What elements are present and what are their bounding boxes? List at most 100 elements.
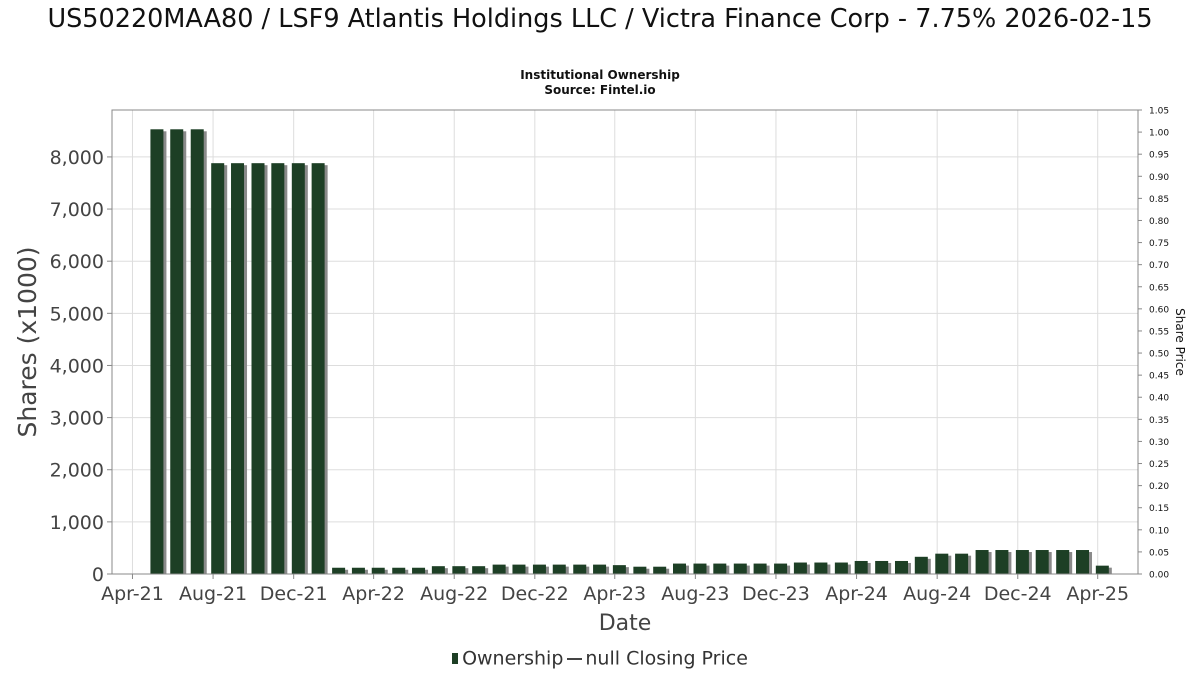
ownership-bar <box>552 564 566 574</box>
ownership-bar <box>875 560 889 574</box>
y2-tick-label: 0.05 <box>1149 548 1169 558</box>
y2-tick-label: 0.65 <box>1149 283 1169 293</box>
ownership-bar <box>251 163 265 574</box>
x-tick-label: Aug-21 <box>179 583 247 605</box>
y2-tick-label: 0.95 <box>1149 151 1169 161</box>
ownership-bar <box>573 564 587 574</box>
ownership-bar <box>492 564 506 574</box>
y-tick-label: 7,000 <box>50 199 104 221</box>
ownership-bar <box>753 563 767 574</box>
ownership-bar <box>392 567 406 574</box>
ownership-legend-swatch <box>452 653 459 664</box>
y2-tick-label: 0.35 <box>1149 416 1169 426</box>
ownership-bar <box>351 567 365 574</box>
y2-tick-label: 0.75 <box>1149 239 1169 249</box>
ownership-bar <box>995 550 1009 574</box>
ownership-bar <box>231 163 245 574</box>
chart-subtitle: Institutional Ownership Source: Fintel.i… <box>0 68 1200 98</box>
y-tick-label: 0 <box>92 564 104 586</box>
y2-tick-label: 1.05 <box>1149 107 1169 117</box>
ownership-bar <box>653 566 667 574</box>
ownership-bar <box>854 560 868 574</box>
ownership-legend-label: Ownership <box>462 647 564 670</box>
ownership-bar <box>211 163 225 574</box>
y-axis-title: Shares (x1000) <box>13 246 42 437</box>
ownership-bar <box>693 563 707 574</box>
ownership-bar <box>612 565 626 574</box>
y2-tick-label: 1.00 <box>1149 129 1169 139</box>
y2-tick-label: 0.55 <box>1149 327 1169 337</box>
y-tick-label: 4,000 <box>50 355 104 377</box>
y2-axis-title: Share Price <box>1173 308 1187 376</box>
ownership-bar <box>914 556 928 574</box>
x-tick-label: Dec-24 <box>984 583 1052 605</box>
ownership-bar <box>633 566 647 574</box>
ownership-bar <box>1076 550 1090 574</box>
subtitle-line-2: Source: Fintel.io <box>544 83 656 97</box>
ownership-bar <box>834 562 848 574</box>
x-axis: Apr-21 Aug-21 Dec-21 Apr-22 Aug-22 Dec-22 Apr-… <box>101 574 1129 605</box>
ownership-bar <box>271 163 285 574</box>
ownership-bar <box>472 566 486 574</box>
x-axis-title: Date <box>599 611 652 636</box>
y-tick-label: 2,000 <box>50 460 104 482</box>
x-tick-label: Aug-23 <box>661 583 729 605</box>
ownership-bar <box>371 567 385 574</box>
y2-tick-label: 0.80 <box>1149 217 1169 227</box>
ownership-bar <box>190 129 204 574</box>
ownership-bar <box>512 564 526 574</box>
x-tick-label: Dec-21 <box>260 583 328 605</box>
y2-tick-label: 0.50 <box>1149 350 1169 360</box>
ownership-bar <box>894 560 908 574</box>
ownership-bar <box>332 567 346 574</box>
y2-tick-label: 0.10 <box>1149 526 1169 536</box>
y-tick-label: 8,000 <box>50 147 104 169</box>
y2-tick-label: 0.30 <box>1149 438 1169 448</box>
x-tick-label: Aug-24 <box>903 583 971 605</box>
x-tick-label: Dec-22 <box>501 583 569 605</box>
y-tick-label: 3,000 <box>50 408 104 430</box>
closing-price-legend-line <box>567 657 583 660</box>
chart-title: US50220MAA80 / LSF9 Atlantis Holdings LL… <box>47 4 1153 34</box>
ownership-bar <box>975 550 989 574</box>
x-tick-label: Apr-23 <box>583 583 646 605</box>
y2-tick-label: 0.60 <box>1149 305 1169 315</box>
bars-layer <box>150 129 1112 574</box>
ownership-bar <box>170 129 184 574</box>
left-axis: 0 1,000 2,000 3,000 4,000 5,000 6,000 7,000 8,00… <box>50 147 112 586</box>
ownership-bar <box>955 553 969 574</box>
x-tick-label: Dec-23 <box>742 583 810 605</box>
ownership-bar <box>593 564 607 574</box>
y2-tick-label: 0.25 <box>1149 460 1169 470</box>
y2-tick-label: 0.15 <box>1149 504 1169 514</box>
y2-tick-label: 0.90 <box>1149 173 1169 183</box>
ownership-bar <box>713 563 727 574</box>
y2-tick-label: 0.00 <box>1149 571 1169 581</box>
ownership-bar <box>774 563 788 574</box>
y2-tick-label: 0.20 <box>1149 482 1169 492</box>
ownership-bar <box>452 566 466 574</box>
ownership-bar <box>431 566 445 574</box>
ownership-bar <box>935 553 949 574</box>
ownership-bar <box>150 129 164 574</box>
x-tick-label: Apr-21 <box>101 583 164 605</box>
closing-price-legend-label: null Closing Price <box>585 647 748 670</box>
y2-tick-label: 0.85 <box>1149 195 1169 205</box>
x-tick-label: Aug-22 <box>420 583 488 605</box>
legend: Ownership null Closing Price <box>0 647 1200 670</box>
ownership-bar <box>1056 550 1070 574</box>
subtitle-line-1: Institutional Ownership <box>520 68 680 82</box>
ownership-bar <box>311 163 325 574</box>
x-tick-label: Apr-25 <box>1066 583 1129 605</box>
x-tick-label: Apr-22 <box>342 583 405 605</box>
y-tick-label: 6,000 <box>50 251 104 273</box>
ownership-bar <box>814 562 828 574</box>
y2-tick-label: 0.45 <box>1149 372 1169 382</box>
y-tick-label: 1,000 <box>50 512 104 534</box>
ownership-bar <box>673 563 687 574</box>
ownership-bar <box>291 163 305 574</box>
ownership-bar <box>532 564 546 574</box>
y2-tick-label: 0.40 <box>1149 394 1169 404</box>
x-tick-label: Apr-24 <box>825 583 888 605</box>
